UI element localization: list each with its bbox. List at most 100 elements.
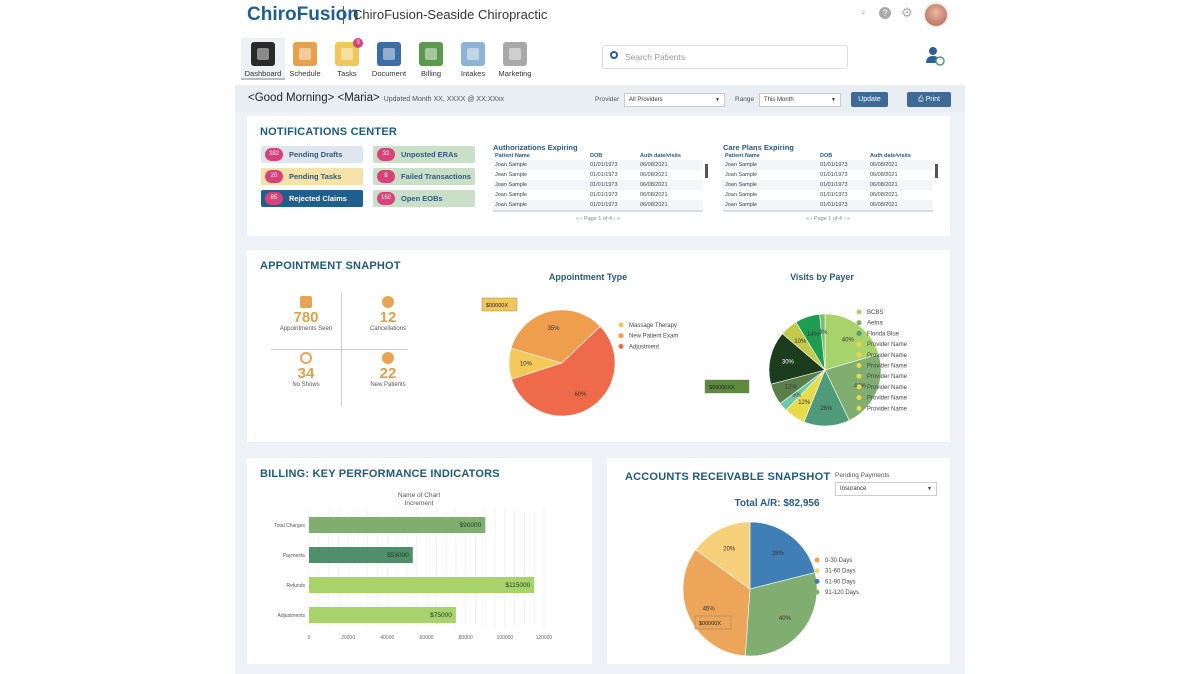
table-cell: 01/01/1973: [820, 182, 848, 188]
table-cell: Joan Sample: [495, 172, 528, 178]
pill-failed-transactions[interactable]: 8 Failed Transactions: [373, 168, 475, 185]
legend-item: Provider Name: [867, 406, 908, 412]
y-category-label: Payments: [283, 553, 306, 559]
table-cell: 06/08/2021: [870, 162, 898, 168]
printer-icon: ⎙: [918, 96, 926, 103]
legend-item: Provider Name: [867, 364, 908, 370]
chart-title: Visits by Payer: [790, 272, 854, 282]
pagination[interactable]: « ‹ Page 1 of 4 › »: [805, 216, 851, 222]
table-row[interactable]: Joan Sample 01/01/1973 06/08/2021: [723, 170, 933, 180]
table-cell: 01/01/1973: [590, 192, 618, 198]
table-row[interactable]: Joan Sample 01/01/1973 06/08/2021: [723, 200, 933, 210]
table-row[interactable]: Joan Sample 01/01/1973 06/08/2021: [493, 190, 703, 200]
ar-pie-chart: 28% 40% 45% 20% 0-30 Days 31-60 Days 61-90 Day…: [682, 521, 859, 657]
nav-label: Intakes: [460, 69, 486, 78]
lightbulb-icon[interactable]: ♀: [858, 7, 868, 19]
pie-slice: [749, 521, 816, 590]
pill-rejected-claims[interactable]: 85 Rejected Claims: [261, 190, 363, 207]
table-header: Patient Name DOB Auth date/visits: [723, 152, 938, 160]
gear-icon[interactable]: ⚙: [901, 5, 913, 20]
slice-label: 3%: [819, 330, 828, 336]
nav-schedule[interactable]: Schedule: [283, 38, 327, 78]
provider-value: All Providers: [629, 97, 663, 103]
table-row[interactable]: Joan Sample 01/01/1973 06/08/2021: [493, 160, 703, 170]
section-title: BILLING: KEY PERFORMANCE INDICATORS: [260, 468, 500, 480]
slice-label: 20%: [723, 546, 736, 552]
y-category-label: Total Charges: [274, 523, 305, 529]
range-select[interactable]: This Month ▼: [759, 93, 841, 107]
pill-label: Failed Transactions: [401, 172, 472, 181]
logo[interactable]: ChiroFusion: [247, 4, 359, 25]
legend-item: 0-30 Days: [825, 558, 852, 564]
pie-slice: [768, 333, 826, 385]
table-row[interactable]: Joan Sample 01/01/1973 06/08/2021: [723, 190, 933, 200]
x-tick-label: 40000: [380, 635, 394, 641]
value-tag: [704, 379, 750, 394]
slice-label: 45%: [703, 606, 716, 612]
nav-label: Document: [371, 69, 407, 78]
nav-dashboard[interactable]: Dashboard: [241, 38, 285, 80]
nav-tasks[interactable]: 3 Tasks: [325, 38, 369, 78]
pie-slice: [510, 309, 601, 364]
slice-label: 12%: [798, 400, 811, 406]
search-input[interactable]: Search Patients: [602, 45, 848, 69]
pending-payments-select[interactable]: Insurance ▼: [835, 482, 937, 496]
table-row[interactable]: Joan Sample 01/01/1973 06/08/2021: [493, 200, 703, 210]
bar-value-label: $115000: [505, 582, 530, 589]
add-user-icon[interactable]: [925, 46, 945, 66]
search-icon: [610, 51, 618, 59]
updated-timestamp: Updated Month XX, XXXX @ XX:XXxx: [383, 96, 505, 103]
table-cell: Joan Sample: [495, 162, 528, 168]
top-header: ChiroFusion ChiroFusion-Seaside Chiropra…: [235, 0, 965, 85]
legend-item: Provider Name: [867, 342, 908, 348]
y-category-label: Adjustments: [277, 613, 305, 619]
pill-pending-drafts[interactable]: 282 Pending Drafts: [261, 146, 363, 163]
scrollbar[interactable]: [935, 164, 938, 178]
section-title: APPOINTMENT SNAPHOT: [260, 260, 401, 272]
nav-intakes[interactable]: Intakes: [451, 38, 495, 78]
notification-badge: 3: [353, 38, 363, 48]
avatar[interactable]: [923, 2, 949, 28]
pill-label: Unposted ERAs: [401, 150, 458, 159]
provider-select[interactable]: All Providers ▼: [624, 93, 725, 107]
nav-document[interactable]: Document: [367, 38, 411, 78]
table-row[interactable]: Joan Sample 01/01/1973 06/08/2021: [493, 180, 703, 190]
table-title: Authorizations Expiring: [493, 143, 578, 152]
table-row[interactable]: Joan Sample 01/01/1973 06/08/2021: [723, 160, 933, 170]
legend-swatch: [856, 395, 862, 401]
pill-pending-tasks[interactable]: 20 Pending Tasks: [261, 168, 363, 185]
legend-swatch: [856, 330, 862, 336]
table-cell: 06/08/2021: [640, 162, 668, 168]
legend-item: Provider Name: [867, 374, 908, 380]
legend-item: Provider Name: [867, 385, 908, 391]
pill-unposted-eras[interactable]: 32 Unposted ERAs: [373, 146, 475, 163]
toolbar: <Good Morning> <Maria> Updated Month XX, …: [235, 85, 965, 112]
nav-billing[interactable]: Billing: [409, 38, 453, 78]
bar: [309, 607, 456, 623]
appointment-snapshot-card: APPOINTMENT SNAPHOT 780 Appointments Seen…: [247, 250, 950, 442]
x-tick-label: 0: [308, 635, 311, 641]
legend-item: Massage Therapy: [629, 323, 677, 329]
nav-marketing[interactable]: Marketing: [493, 38, 537, 78]
table-cell: 06/08/2021: [640, 202, 668, 208]
table-cell: 01/01/1973: [820, 162, 848, 168]
pagination[interactable]: « ‹ Page 1 of 4 › »: [575, 216, 621, 222]
pill-label: Pending Tasks: [289, 172, 342, 181]
stat-cancellations: 12 Cancellations: [353, 296, 423, 332]
pill-open-eobs[interactable]: 150 Open EOBs: [373, 190, 475, 207]
scrollbar[interactable]: [705, 164, 708, 178]
update-button[interactable]: Update: [851, 92, 888, 107]
help-icon[interactable]: ?: [879, 7, 891, 19]
table-row[interactable]: Joan Sample 01/01/1973 06/08/2021: [493, 170, 703, 180]
range-value: This Month: [764, 97, 794, 103]
table-cell: 06/08/2021: [640, 192, 668, 198]
stat-value: 780: [293, 309, 319, 326]
count-badge: 282: [265, 148, 283, 161]
pill-label: Rejected Claims: [289, 194, 347, 203]
print-button[interactable]: ⎙ Print: [907, 92, 951, 107]
document-icon: [377, 42, 401, 66]
count-badge: 150: [377, 192, 395, 205]
table-cell: 01/01/1973: [820, 172, 848, 178]
table-row[interactable]: Joan Sample 01/01/1973 06/08/2021: [723, 180, 933, 190]
